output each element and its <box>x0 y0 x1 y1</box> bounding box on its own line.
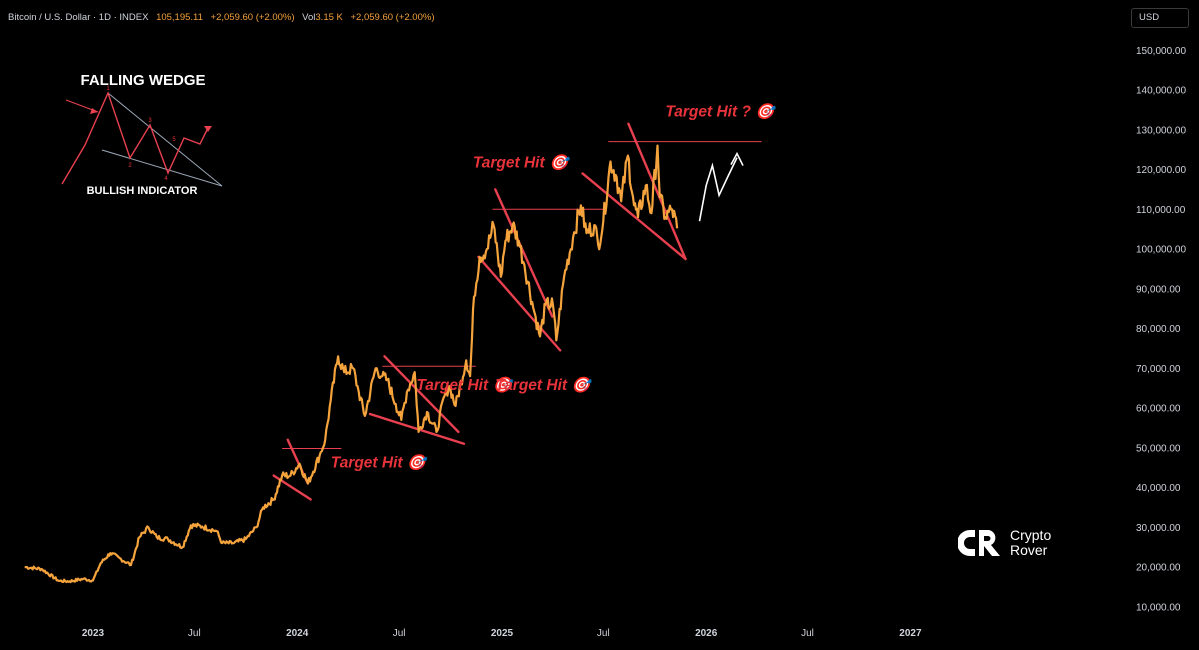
y-tick-label: 40,000.00 <box>1136 483 1181 494</box>
inset-lower-line <box>101 149 223 187</box>
inset-label-3: 3 <box>148 118 152 124</box>
inset-label-4: 4 <box>164 176 168 182</box>
wedge-trendline <box>477 255 562 352</box>
logo-line-1: Crypto <box>1010 527 1052 543</box>
inset-arrow-out-head <box>204 126 212 132</box>
inset-label-5: 5 <box>172 137 176 143</box>
y-tick-label: 20,000.00 <box>1136 563 1181 574</box>
y-tick-label: 80,000.00 <box>1136 324 1181 335</box>
inset-label-2: 2 <box>128 163 132 169</box>
projection-arrow <box>698 157 738 222</box>
target-hit-label: Target Hit 🎯 <box>416 376 515 394</box>
price-change: +2,059.60 (+2.00%) <box>210 12 295 23</box>
projection-arrowhead <box>730 151 744 166</box>
price-series-line <box>24 144 679 584</box>
target-hit-label: Target Hit 🎯 <box>495 376 594 394</box>
inset-label-1: 1 <box>106 86 110 92</box>
wedge-trendline <box>494 188 554 318</box>
wedge-trendline <box>581 172 687 261</box>
volume-value: 3.15 K <box>315 12 343 23</box>
y-tick-label: 100,000.00 <box>1136 245 1186 256</box>
x-tick-label: Jul <box>188 628 201 639</box>
x-tick-label: Jul <box>801 628 814 639</box>
y-axis[interactable]: 10,000.00 20,000.00 30,000.00 40,000.00 50,0… <box>1136 46 1186 614</box>
falling-wedge-inset: FALLING WEDGE BULLISH INDICATOR 1 2 3 4 … <box>61 72 223 197</box>
y-tick-label: 10,000.00 <box>1136 602 1181 613</box>
volume-change: +2,059.60 (+2.00%) <box>350 12 435 23</box>
x-tick-label: 2025 <box>491 628 514 639</box>
currency-button[interactable]: USD <box>1131 8 1189 28</box>
y-tick-label: 140,000.00 <box>1136 86 1186 97</box>
x-tick-label: 2023 <box>82 628 105 639</box>
wedge-trendline <box>383 355 460 434</box>
x-tick-label: 2024 <box>286 628 309 639</box>
inset-arrow-in-head <box>90 108 98 114</box>
y-tick-label: 50,000.00 <box>1136 443 1181 454</box>
y-tick-label: 130,000.00 <box>1136 125 1186 136</box>
wedge-trendline <box>368 412 466 445</box>
target-hit-label: Target Hit ? 🎯 <box>665 103 778 121</box>
x-tick-label: 2027 <box>899 628 922 639</box>
volume-label: Vol <box>302 12 316 23</box>
y-tick-label: 30,000.00 <box>1136 523 1181 534</box>
y-tick-label: 60,000.00 <box>1136 404 1181 415</box>
y-tick-label: 110,000.00 <box>1136 205 1186 216</box>
symbol-name[interactable]: Bitcoin / U.S. Dollar · 1D · INDEX <box>8 12 149 23</box>
annotations: Target Hit 🎯Target Hit 🎯Target Hit 🎯Targ… <box>331 103 778 472</box>
inset-title: FALLING WEDGE <box>81 72 206 89</box>
inset-subtitle: BULLISH INDICATOR <box>87 185 198 197</box>
crypto-rover-logo: Crypto Rover <box>958 527 1051 559</box>
logo-icon <box>958 530 1000 556</box>
x-axis[interactable]: 2023 Jul 2024 Jul 2025 Jul 2026 Jul 2027 <box>82 628 922 639</box>
y-tick-label: 150,000.00 <box>1136 46 1186 57</box>
y-tick-label: 120,000.00 <box>1136 165 1186 176</box>
y-tick-label: 70,000.00 <box>1136 364 1181 375</box>
inset-upper-line <box>107 92 223 187</box>
target-hit-label: Target Hit 🎯 <box>331 454 430 472</box>
x-tick-label: Jul <box>597 628 610 639</box>
target-hit-label: Target Hit 🎯 <box>473 154 572 172</box>
chart-header: Bitcoin / U.S. Dollar · 1D · INDEX 105,1… <box>8 12 434 23</box>
y-tick-label: 90,000.00 <box>1136 284 1181 295</box>
x-tick-label: Jul <box>393 628 406 639</box>
x-tick-label: 2026 <box>695 628 718 639</box>
target-lines <box>282 141 762 450</box>
price-value: 105,195.11 <box>156 12 203 23</box>
logo-line-2: Rover <box>1010 542 1048 558</box>
wedge-trendline <box>627 122 687 261</box>
inset-price-path <box>61 91 209 185</box>
